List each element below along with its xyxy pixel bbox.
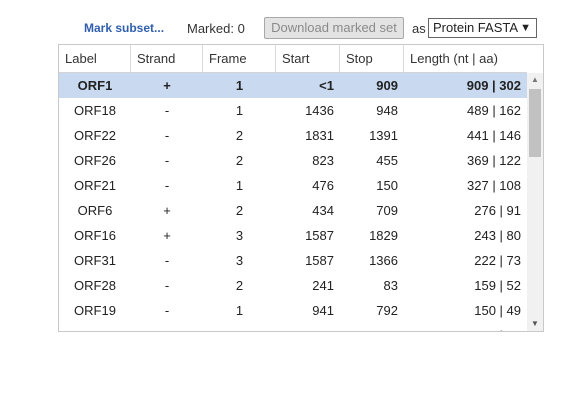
cell-label: ORF26 xyxy=(74,153,116,168)
cell-frame: 3 xyxy=(235,228,244,243)
cell-length: 276 | 91 xyxy=(474,203,521,218)
cell-start: 823 xyxy=(312,153,334,168)
table-row[interactable]: ORF16 +3 1587 1829 243 | 80 xyxy=(59,223,527,248)
column-header-start[interactable]: Start xyxy=(276,45,340,72)
table-body: ORF1 +1 <1 909 909 | 302 ORF18 - 1 1436 948 489 | … xyxy=(59,73,527,331)
table-row[interactable]: ORF26 - 2 823 455 369 | 122 xyxy=(59,148,527,173)
cell-label: ORF28 xyxy=(74,278,116,293)
table-row[interactable]: ORF31 - 3 1587 1366 222 | 73 xyxy=(59,248,527,273)
table-row[interactable]: ORF18 - 1 1436 948 489 | 162 xyxy=(59,98,527,123)
cell-label: ORF19 xyxy=(74,303,116,318)
cell-label: ORF16 xyxy=(74,228,116,243)
scrollbar-thumb[interactable] xyxy=(529,89,541,157)
column-header-length[interactable]: Length (nt | aa) xyxy=(410,51,498,66)
cell-frame: 2 xyxy=(235,153,244,168)
cell-start: 476 xyxy=(312,178,334,193)
cell-frame: 1 xyxy=(235,103,244,118)
cell-start: 1587 xyxy=(305,228,334,243)
table-row[interactable]: ORF6 +2 434 709 276 | 91 xyxy=(59,198,527,223)
as-label: as xyxy=(412,21,426,36)
column-header-frame[interactable]: Frame xyxy=(203,45,276,72)
cell-frame: 3 xyxy=(235,253,244,268)
cell-stop: 150 xyxy=(376,178,398,193)
orf-table: Label Strand Frame Start Stop Length (nt… xyxy=(58,44,544,332)
table-row[interactable]: ORF28 - 2 241 83 159 | 52 xyxy=(59,273,527,298)
cell-length: 222 | 73 xyxy=(474,253,521,268)
table-row[interactable]: ORF22 - 2 1831 1391 441 | 146 xyxy=(59,123,527,148)
cell-label: ORF31 xyxy=(74,253,116,268)
cell-length: 159 | 52 xyxy=(474,278,521,293)
cell-stop: 1366 xyxy=(369,253,398,268)
table-row[interactable]: ORF1 +1 <1 909 909 | 302 xyxy=(59,73,527,98)
cell-start: 1587 xyxy=(305,253,334,268)
table-row[interactable]: ORF21 - 1 476 150 327 | 108 xyxy=(59,173,527,198)
toolbar: Mark subset... Marked: 0 Download marked… xyxy=(0,16,569,44)
column-header-stop[interactable]: Stop xyxy=(340,45,404,72)
cell-length: 489 | 162 xyxy=(467,103,521,118)
cell-length: 369 | 122 xyxy=(467,153,521,168)
cell-label: ORF1 xyxy=(77,78,113,93)
cell-frame: 2 xyxy=(235,128,244,143)
cell-stop: 83 xyxy=(383,278,398,293)
format-select-value: Protein FASTA xyxy=(433,20,519,35)
column-header-strand[interactable]: Strand xyxy=(131,45,203,72)
marked-count: Marked: 0 xyxy=(187,21,245,36)
cell-stop: 909 xyxy=(376,78,398,93)
cell-start: 1436 xyxy=(305,103,334,118)
column-header-label[interactable]: Label xyxy=(59,45,131,72)
cell-start: 1381 xyxy=(276,323,340,331)
cell-stop: 455 xyxy=(376,153,398,168)
table-row[interactable]: ORF10+313811531141 | 46 xyxy=(59,323,527,331)
cell-label: ORF21 xyxy=(74,178,116,193)
cell-strand: + xyxy=(163,203,171,218)
cell-length: 150 | 49 xyxy=(474,303,521,318)
cell-frame: 1 xyxy=(235,178,244,193)
cell-strand: - xyxy=(164,103,170,118)
chevron-down-icon: ▼ xyxy=(520,22,531,34)
cell-frame: 3 xyxy=(203,323,276,331)
cell-length: 141 | 46 xyxy=(404,323,527,331)
cell-stop: 1829 xyxy=(369,228,398,243)
cell-strand: + xyxy=(163,228,171,243)
scroll-down-arrow-icon[interactable]: ▼ xyxy=(531,319,539,328)
cell-stop: 1531 xyxy=(340,323,404,331)
format-select[interactable]: Protein FASTA ▼ xyxy=(428,18,537,38)
cell-label: ORF10 xyxy=(59,323,131,331)
table-header: Label Strand Frame Start Stop Length (nt… xyxy=(59,45,527,73)
cell-strand: - xyxy=(164,278,170,293)
vertical-scrollbar[interactable]: ▲ ▼ xyxy=(527,73,543,331)
cell-strand: - xyxy=(164,178,170,193)
cell-stop: 948 xyxy=(376,103,398,118)
cell-frame: 1 xyxy=(235,78,244,93)
cell-length: 243 | 80 xyxy=(474,228,521,243)
scroll-up-arrow-icon[interactable]: ▲ xyxy=(531,75,539,84)
cell-start: <1 xyxy=(319,78,334,93)
download-marked-set-button[interactable]: Download marked set xyxy=(264,17,404,39)
cell-length: 327 | 108 xyxy=(467,178,521,193)
mark-subset-link[interactable]: Mark subset... xyxy=(84,21,165,35)
cell-frame: 1 xyxy=(235,303,244,318)
cell-frame: 2 xyxy=(235,203,244,218)
cell-start: 941 xyxy=(312,303,334,318)
cell-stop: 1391 xyxy=(369,128,398,143)
cell-strand: - xyxy=(164,153,170,168)
cell-label: ORF22 xyxy=(74,128,116,143)
cell-start: 1831 xyxy=(305,128,334,143)
cell-start: 434 xyxy=(312,203,334,218)
cell-frame: 2 xyxy=(235,278,244,293)
cell-label: ORF6 xyxy=(77,203,113,218)
cell-strand: - xyxy=(164,253,170,268)
cell-length: 441 | 146 xyxy=(467,128,521,143)
table-row[interactable]: ORF19 - 1 941 792 150 | 49 xyxy=(59,298,527,323)
cell-strand: - xyxy=(164,128,170,143)
cell-length: 909 | 302 xyxy=(466,78,521,93)
cell-strand: + xyxy=(163,78,171,93)
cell-strand: - xyxy=(164,303,170,318)
cell-stop: 792 xyxy=(376,303,398,318)
cell-stop: 709 xyxy=(376,203,398,218)
cell-label: ORF18 xyxy=(74,103,116,118)
cell-start: 241 xyxy=(312,278,334,293)
cell-strand: + xyxy=(131,323,203,331)
